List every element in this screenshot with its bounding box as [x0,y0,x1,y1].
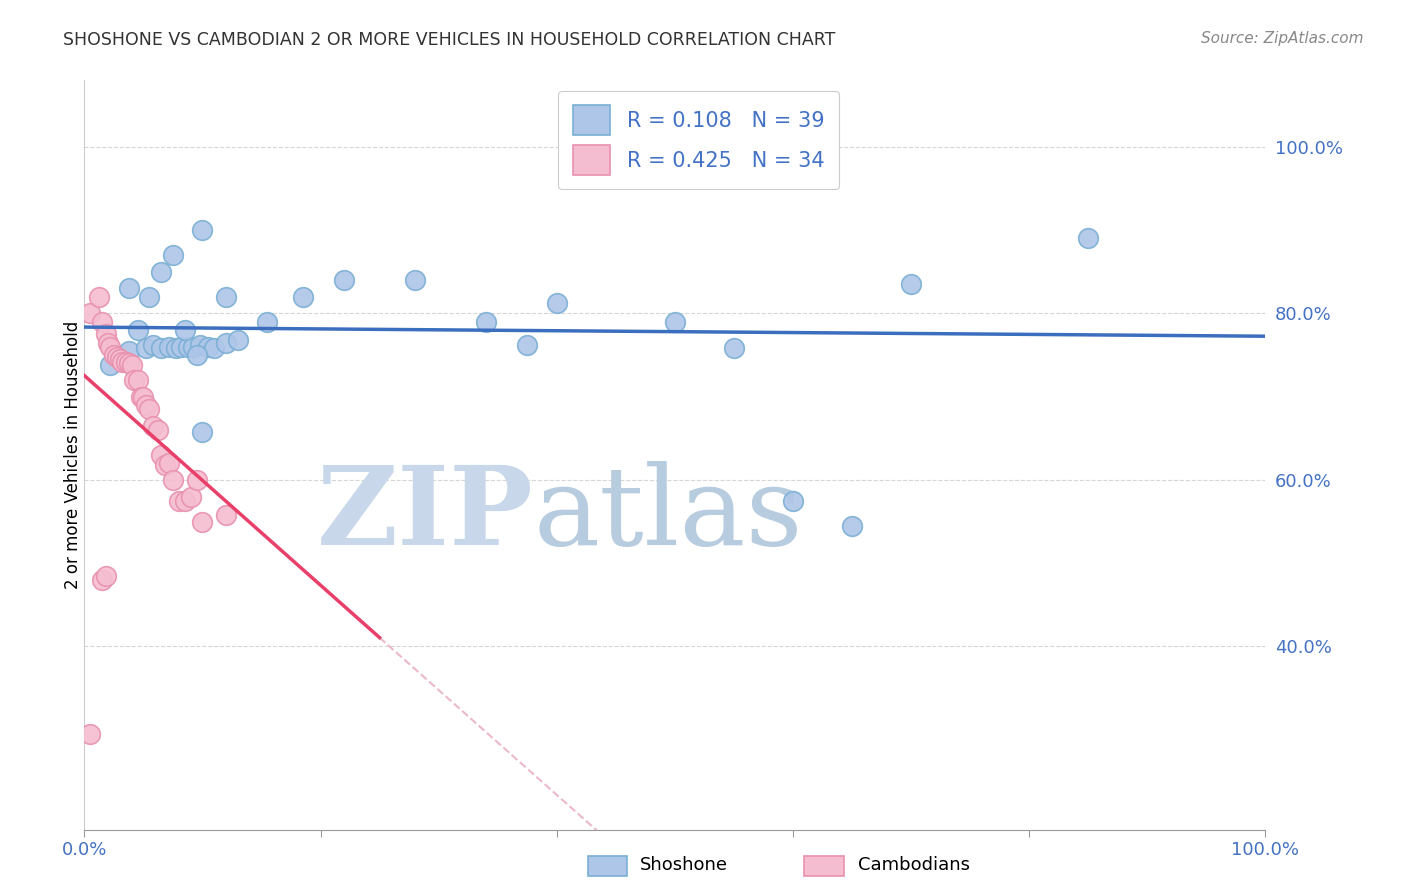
Point [142,338,165,352]
Point [91,573,114,587]
Point [118,356,141,370]
Point [197,340,219,354]
Point [97,335,120,350]
Point [841,518,863,533]
Text: SHOSHONE VS CAMBODIAN 2 OR MORE VEHICLES IN HOUSEHOLD CORRELATION CHART: SHOSHONE VS CAMBODIAN 2 OR MORE VEHICLES… [63,31,835,49]
Text: Source: ZipAtlas.com: Source: ZipAtlas.com [1201,31,1364,46]
Point [150,342,173,356]
Text: Cambodians: Cambodians [858,855,970,873]
Point [191,223,214,237]
Point [167,493,190,508]
Point [121,358,143,372]
Point [114,354,136,368]
Point [94,568,117,582]
Point [122,373,145,387]
Point [191,425,214,439]
Point [135,398,157,412]
Point [215,508,238,522]
Point [107,350,129,364]
Point [162,248,184,262]
Point [664,315,686,329]
Point [118,281,141,295]
Point [202,342,225,356]
Point [87,290,110,304]
Point [146,423,169,437]
Point [1077,231,1099,245]
Point [291,290,314,304]
Point [79,727,101,741]
Point [98,358,121,372]
Point [256,315,278,329]
Point [226,333,249,347]
Point [138,290,160,304]
Point [111,354,134,368]
Point [103,348,125,362]
Point [170,340,193,354]
Point [127,323,149,337]
Point [658,156,681,170]
Point [177,340,200,354]
Point [118,343,141,358]
Point [153,458,176,472]
Point [157,340,180,354]
Point [546,296,568,310]
Point [181,340,204,354]
Point [191,515,214,529]
Point [98,340,121,354]
Point [188,338,211,352]
Point [186,473,208,487]
Point [516,338,538,352]
Point [782,493,804,508]
Point [180,490,202,504]
Point [173,493,195,508]
Point [215,290,238,304]
Point [173,323,195,337]
Point [186,348,208,362]
Text: ZIP: ZIP [316,461,533,568]
Legend: R = 0.108   N = 39, R = 0.425   N = 34: R = 0.108 N = 39, R = 0.425 N = 34 [558,91,839,189]
Point [475,315,498,329]
Point [135,342,157,356]
Point [91,315,114,329]
Point [108,352,131,367]
Point [215,335,238,350]
Text: atlas: atlas [533,461,803,568]
Point [162,473,184,487]
Point [142,418,165,433]
Point [900,277,922,292]
Point [94,327,117,342]
Point [150,448,173,462]
Point [79,306,101,320]
Point [129,390,152,404]
Point [138,402,160,417]
Point [166,342,188,356]
Point [132,390,155,404]
Point [127,373,149,387]
Point [150,265,173,279]
Text: Shoshone: Shoshone [640,855,728,873]
Point [404,273,426,287]
Point [333,273,356,287]
Point [723,342,745,356]
Y-axis label: 2 or more Vehicles in Household: 2 or more Vehicles in Household [65,321,82,589]
Point [157,456,180,470]
